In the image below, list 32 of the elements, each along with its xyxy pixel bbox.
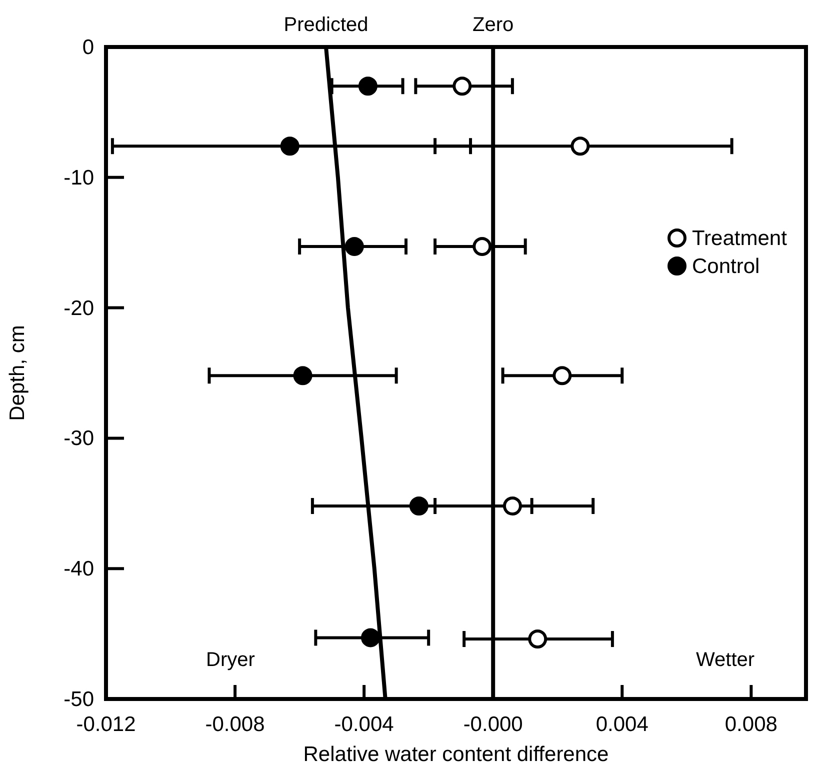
ref-line-label: Zero [472,14,514,36]
x-tick-label: 0.004 [596,713,649,736]
point [293,366,312,386]
y-tick-label: -20 [64,296,94,320]
point [361,628,380,648]
y-tick-label: -10 [64,166,94,190]
y-tick-label: -40 [64,558,94,581]
point [452,76,472,96]
point [344,237,364,256]
y-tick-label: -50 [64,688,94,711]
point [528,630,548,649]
annotation: Wetter [696,649,755,671]
x-tick-label: -0.004 [334,713,394,736]
point [358,76,378,96]
y-axis-title: Depth, cm [6,325,29,421]
legend-label: Treatment [692,227,788,250]
x-tick-label: -0.008 [205,713,265,736]
point [409,496,428,516]
annotation: Dryer [206,649,256,671]
y-tick-label: 0 [82,36,94,59]
x-axis-title: Relative water content difference [303,743,609,766]
legend-label: Control [692,255,760,278]
point [570,136,590,156]
point [552,366,572,386]
point [502,496,522,516]
x-tick-label: -0.012 [76,713,136,736]
y-tick-label: -30 [64,427,94,450]
series-label: Predicted [284,14,368,36]
x-tick-label: -0.000 [463,713,523,736]
x-tick-label: 0.008 [724,713,778,736]
point [280,136,300,156]
point [472,237,492,256]
